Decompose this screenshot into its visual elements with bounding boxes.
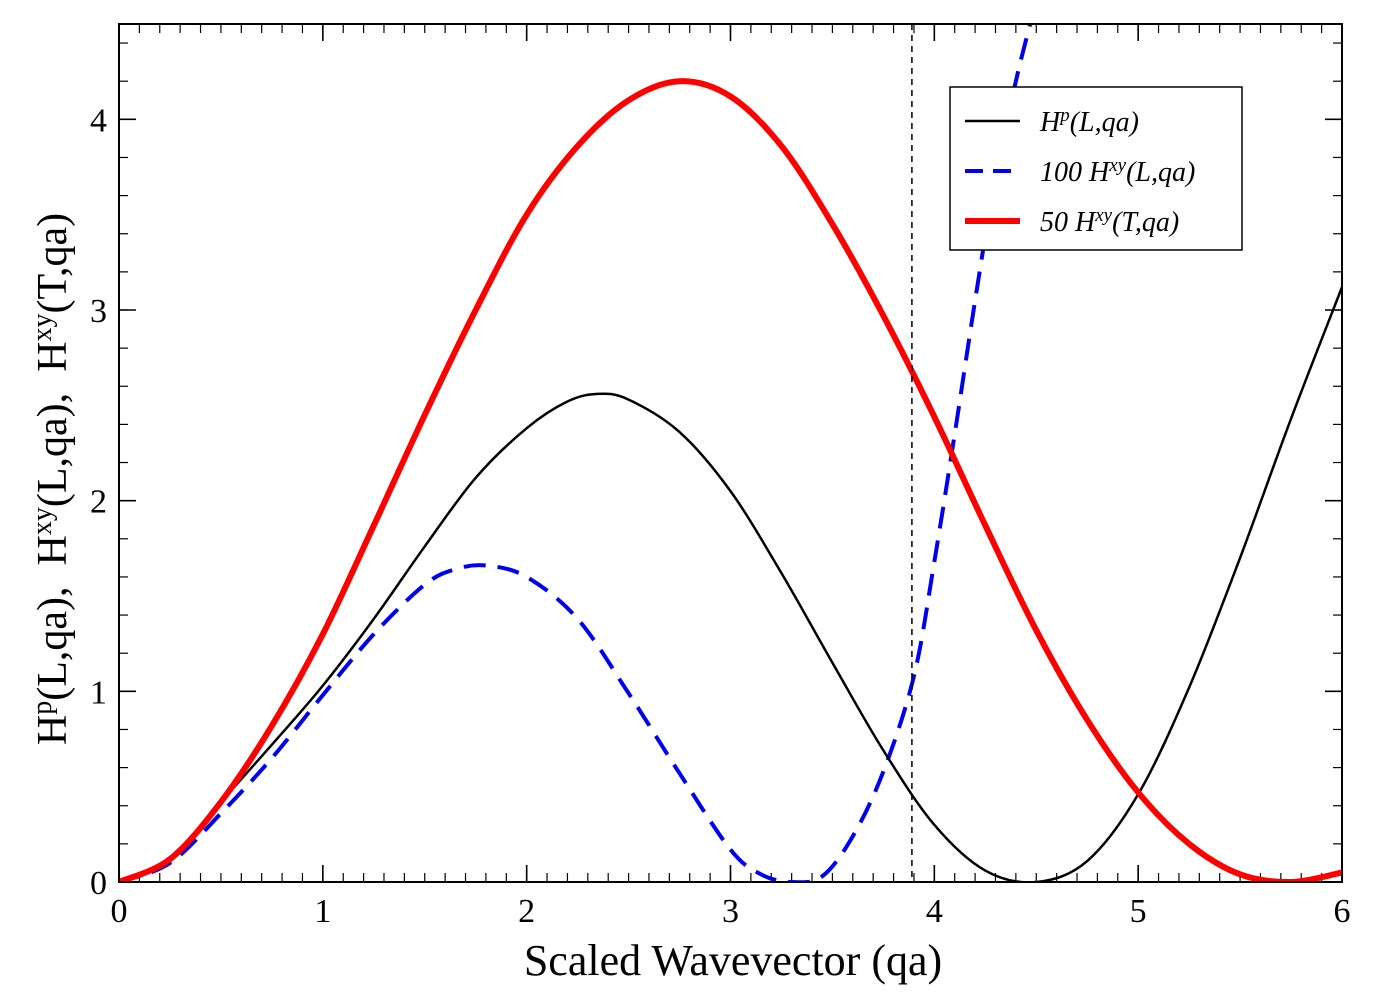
x-tick-label: 1 bbox=[314, 893, 331, 930]
x-tick-label: 4 bbox=[926, 893, 943, 930]
y-tick-label: 4 bbox=[90, 102, 107, 139]
x-axis-label: Scaled Wavevector (qa) bbox=[524, 936, 942, 985]
plot-frame bbox=[118, 23, 1343, 883]
y-axis-label: Hp(L,qa), Hxy(L,qa), Hxy(T,qa) bbox=[27, 213, 77, 745]
x-tick-label: 5 bbox=[1130, 893, 1147, 930]
series-line-hxy-t bbox=[119, 78, 1342, 882]
y-tick-label: 0 bbox=[90, 865, 107, 902]
x-tick-label: 3 bbox=[722, 893, 739, 930]
y-tick-label: 1 bbox=[90, 674, 107, 711]
series-line-hp-l bbox=[119, 286, 1342, 882]
x-tick-label: 6 bbox=[1334, 893, 1351, 930]
series-layer bbox=[119, 24, 1342, 882]
legend-label-hxy-t: 50 Hxy(T,qa) bbox=[1040, 205, 1179, 239]
series-line-hxy-l bbox=[119, 24, 1033, 882]
x-tick-labels: 0 1 2 3 4 5 6 bbox=[111, 893, 1351, 930]
x-tick-label: 0 bbox=[111, 893, 128, 930]
legend-label-hxy-l: 100 Hxy(L,qa) bbox=[1040, 155, 1195, 189]
x-tick-label: 2 bbox=[518, 893, 535, 930]
y-tick-label: 3 bbox=[90, 293, 107, 330]
legend: Hp(L,qa) 100 Hxy(L,qa) 50 Hxy(T,qa) bbox=[949, 86, 1243, 251]
legend-label-hp-l: Hp(L,qa) bbox=[1039, 105, 1139, 139]
y-tick-label: 2 bbox=[90, 484, 107, 521]
y-tick-labels: 0 1 2 3 4 bbox=[90, 102, 107, 902]
